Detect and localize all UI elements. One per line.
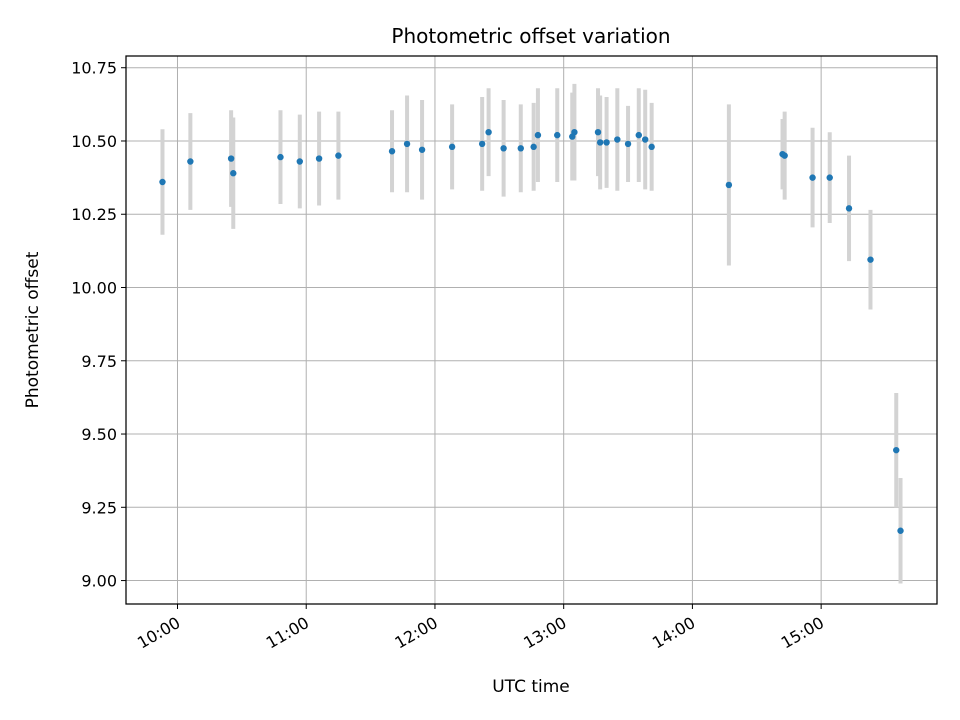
y-tick-label: 10.25	[71, 205, 117, 224]
data-point	[781, 152, 788, 159]
data-point	[187, 158, 194, 165]
data-point	[534, 131, 542, 139]
data-point	[594, 128, 602, 136]
data-point	[277, 153, 284, 161]
chart-title: Photometric offset variation	[391, 24, 670, 48]
data-point	[826, 174, 833, 181]
y-tick-label: 9.75	[81, 352, 117, 371]
data-point	[403, 140, 411, 148]
data-point	[448, 143, 456, 151]
data-point	[530, 143, 537, 151]
data-point	[388, 148, 396, 155]
y-tick-label: 10.00	[71, 279, 117, 298]
y-tick-label: 9.00	[81, 572, 117, 591]
data-point	[642, 136, 649, 143]
y-tick-label: 9.25	[81, 498, 117, 517]
data-point	[809, 174, 816, 181]
grid-lines	[126, 56, 937, 604]
data-point	[635, 131, 642, 139]
data-point	[845, 205, 853, 212]
data-point	[614, 136, 621, 143]
data-point	[159, 178, 166, 186]
y-tick-label: 10.75	[71, 59, 117, 78]
y-tick-label: 9.50	[81, 425, 117, 444]
data-point	[725, 181, 733, 189]
data-point	[897, 527, 904, 534]
data-point	[478, 140, 486, 148]
data-point	[893, 446, 900, 454]
data-point	[867, 256, 874, 263]
y-tick-label: 10.50	[71, 132, 117, 151]
plot-frame	[125, 55, 938, 605]
data-point	[624, 140, 632, 148]
data-point	[603, 139, 610, 146]
x-axis-title: UTC time	[492, 677, 570, 697]
data-point	[596, 139, 604, 146]
data-point	[296, 158, 303, 165]
data-point	[335, 152, 342, 159]
data-point	[230, 170, 237, 177]
data-point	[571, 128, 578, 136]
data-point	[554, 131, 561, 139]
data-point	[500, 145, 507, 152]
data-point	[315, 155, 323, 162]
data-point	[227, 155, 235, 162]
data-point	[648, 143, 655, 151]
data-points	[159, 128, 904, 534]
data-point	[418, 146, 426, 153]
data-point	[517, 145, 524, 152]
y-axis: 9.00 9.25 9.50 9.75 10.00 10.25 10.50 10.75	[71, 59, 126, 591]
data-point	[485, 128, 492, 136]
y-axis-title: Photometric offset	[23, 251, 43, 408]
